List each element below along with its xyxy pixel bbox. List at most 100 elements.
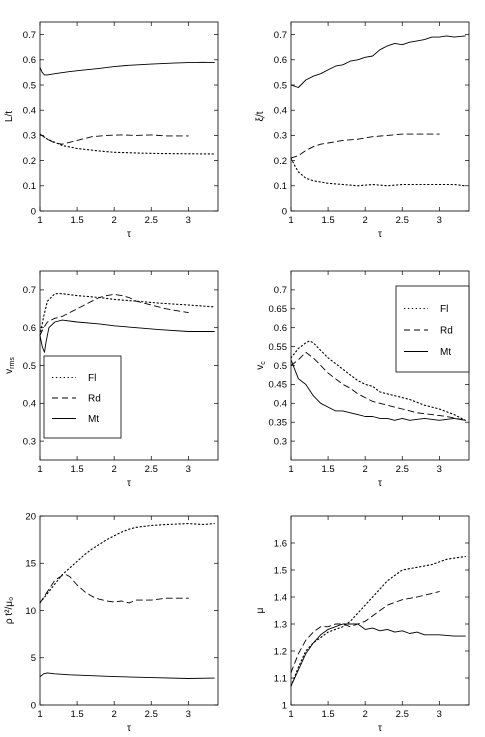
- y-tick-label: 0.7: [274, 30, 287, 41]
- y-tick-label: 15: [25, 559, 36, 570]
- y-tick-label: 0.65: [269, 304, 288, 315]
- series-line-solid-1: [39, 61, 215, 76]
- x-tick-label: 2.5: [396, 215, 409, 226]
- x-tick-label: 1.5: [70, 709, 83, 720]
- x-axis-label: τ: [127, 229, 131, 240]
- plot-frame: [39, 21, 219, 212]
- x-tick-label: 3: [437, 215, 442, 226]
- x-tick-label: 1.5: [321, 215, 334, 226]
- x-tick-label: 2.5: [145, 215, 158, 226]
- chart-panel-3: 1 1.5 2 2.5 3 0.3 0.4 0.5 0.6 0.7 τ vrms Fl Rd Mt: [4, 270, 219, 489]
- y-tick-label: 1.1: [274, 673, 287, 684]
- y-tick-label: 1: [282, 700, 287, 711]
- y-tick-label: 0.6: [274, 323, 287, 334]
- x-tick-label: 2.5: [145, 709, 158, 720]
- series-line-dotted-1: [39, 523, 215, 604]
- x-tick-label: 2: [112, 215, 117, 226]
- legend-box: [395, 285, 470, 373]
- y-tick-label: 1.4: [274, 592, 287, 603]
- y-tick-label: 0: [282, 206, 287, 217]
- x-tick-label: 2: [112, 464, 117, 475]
- x-tick-label: 1.5: [70, 464, 83, 475]
- series-line-solid-3: [290, 623, 466, 687]
- y-tick-label: 1.3: [274, 619, 287, 630]
- chart-panel-5: 1 1.5 2 2.5 3 0 5 10 15 20 τ ρ t²/μ₀: [4, 511, 219, 734]
- x-tick-label: 1: [37, 215, 42, 226]
- x-axis-label: τ: [378, 723, 382, 732]
- y-axis-label: vrms: [4, 357, 16, 374]
- series-line-dotted-3: [290, 157, 466, 187]
- y-tick-label: 5: [31, 653, 36, 664]
- x-tick-label: 3: [437, 709, 442, 720]
- y-tick-label: 0: [31, 206, 36, 217]
- y-tick-label: 0.5: [23, 361, 36, 372]
- y-tick-label: 1.5: [274, 565, 287, 576]
- y-tick-label: 0.1: [23, 181, 36, 192]
- series-line-solid-3: [39, 672, 215, 679]
- legend-label-fl: Fl: [88, 373, 96, 384]
- x-tick-label: 3: [186, 709, 191, 720]
- x-tick-label: 2.5: [145, 464, 158, 475]
- y-tick-label: 0.7: [23, 285, 36, 296]
- y-axis-label: vc: [255, 361, 267, 370]
- y-tick-label: 0.6: [23, 55, 36, 66]
- series-line-dashed-3: [39, 133, 189, 145]
- x-tick-label: 2.5: [396, 709, 409, 720]
- y-tick-label: 0: [31, 700, 36, 711]
- chart-panel-6: 1 1.5 2 2.5 3 1 1.1 1.2 1.3 1.4 1.5 1.6 τ μ: [255, 515, 470, 734]
- y-tick-label: 0.6: [23, 323, 36, 334]
- y-tick-label: 0.1: [274, 181, 287, 192]
- y-tick-label: 20: [25, 511, 36, 522]
- series-line-dashed-2: [290, 591, 440, 674]
- x-tick-label: 2: [112, 709, 117, 720]
- y-tick-label: 0.4: [23, 399, 36, 410]
- legend: Fl Rd Mt: [395, 285, 470, 373]
- y-tick-label: 0.3: [274, 436, 287, 447]
- x-axis-label: τ: [127, 478, 131, 489]
- y-tick-label: 0.45: [269, 380, 288, 391]
- y-tick-label: 0.35: [269, 418, 288, 429]
- legend-label-fl: Fl: [440, 304, 448, 315]
- x-axis-label: τ: [378, 478, 382, 489]
- x-tick-label: 1.5: [321, 709, 334, 720]
- y-tick-label: 1.2: [274, 646, 287, 657]
- chart-panel-2: 1 1.5 2 2.5 3 0 0.1 0.2 0.3 0.4 0.5 0.6 0.7 τ ξ/t: [255, 21, 470, 240]
- x-tick-label: 2: [363, 215, 368, 226]
- y-tick-label: 0.3: [23, 436, 36, 447]
- x-tick-label: 2: [363, 464, 368, 475]
- series-line-rd: [290, 351, 466, 421]
- chart-panel-1: 1 1.5 2 2.5 3 0 0.1 0.2 0.3 0.4 0.5 0.6 0.7 τ L/t: [4, 21, 219, 240]
- y-tick-label: 0.5: [23, 80, 36, 91]
- y-axis-label: ρ t²/μ₀: [4, 597, 15, 624]
- y-axis-label: ξ/t: [255, 111, 266, 121]
- legend-label-mt: Mt: [88, 414, 99, 425]
- plot-frame: [290, 515, 470, 706]
- y-tick-label: 0.5: [274, 80, 287, 91]
- y-axis-label: L/t: [4, 111, 15, 122]
- x-tick-label: 2.5: [396, 464, 409, 475]
- y-axis-label: μ: [255, 607, 266, 613]
- legend-label-rd: Rd: [440, 326, 453, 337]
- x-tick-label: 1: [288, 464, 293, 475]
- series-line-fl: [39, 293, 215, 336]
- y-tick-label: 0.7: [23, 30, 36, 41]
- x-tick-label: 3: [186, 464, 191, 475]
- x-tick-label: 1: [288, 215, 293, 226]
- plot-frame: [290, 21, 470, 212]
- y-tick-label: 0.2: [23, 156, 36, 167]
- y-tick-label: 0.2: [274, 156, 287, 167]
- y-tick-label: 0.3: [23, 131, 36, 142]
- x-tick-label: 2: [363, 709, 368, 720]
- x-tick-label: 1.5: [321, 464, 334, 475]
- y-tick-label: 0.6: [274, 55, 287, 66]
- x-tick-label: 1.5: [70, 215, 83, 226]
- x-axis-label: τ: [127, 723, 131, 732]
- y-tick-label: 0.4: [274, 106, 287, 117]
- series-line-mt: [39, 319, 215, 353]
- legend-box: [43, 355, 122, 439]
- y-tick-label: 0.55: [269, 342, 288, 353]
- y-tick-label: 0.3: [274, 131, 287, 142]
- y-tick-label: 0.4: [274, 399, 287, 410]
